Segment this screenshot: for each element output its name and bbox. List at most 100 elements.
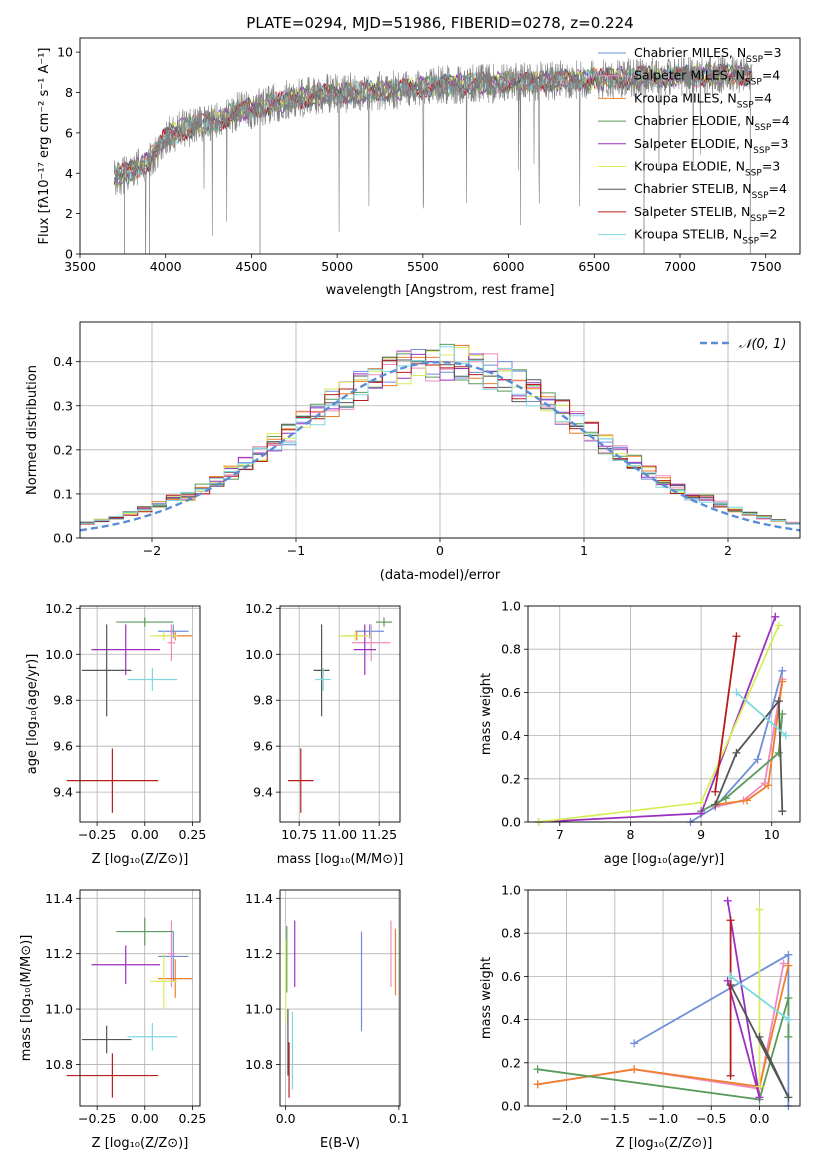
- y-tick-label: 9.4: [53, 785, 73, 800]
- legend-tail: =4: [754, 90, 772, 105]
- legend-entry: Chabrier STELIB, NSSP=4: [634, 181, 787, 201]
- y-tick-label: 0.0: [501, 1099, 521, 1114]
- legend-tail: =4: [771, 113, 789, 128]
- x-tick-label: 1: [580, 543, 588, 558]
- mass-weight-line-chabrier-miles: [690, 670, 784, 823]
- errorbar-kroupa-stelib: [315, 668, 332, 692]
- legend-sub: SSP: [745, 78, 762, 88]
- legend-label: Chabrier STELIB, N: [634, 181, 752, 196]
- axes-frame: [79, 605, 201, 823]
- mass-weight-line-salpeter-miles: [714, 679, 784, 808]
- x-axis-label: Z [log₁₀(Z/Z⊙)]: [616, 1136, 713, 1151]
- y-tick-label: 9.6: [53, 739, 73, 754]
- plot-area: [288, 617, 392, 813]
- x-tick-label: −1.0: [648, 1111, 678, 1126]
- chart-title: PLATE=0294, MJD=51986, FIBERID=0278, z=0…: [246, 14, 633, 32]
- mass-weight-line-salpeter-elodie: [538, 616, 777, 823]
- y-tick-label: 11.4: [245, 891, 273, 906]
- mass-weight-marker: [732, 688, 741, 697]
- age-vs-Z-panel: −0.25 0.00 0.25 9.4 9.6 9.8 10.0 10.2 Z [log₁₀(Z…: [25, 601, 206, 867]
- legend-sub: SSP: [754, 123, 771, 133]
- y-tick-label: 9.8: [53, 693, 73, 708]
- mass-weight-vs-age-panel: 7 8 9 10 0.0 0.2 0.4 0.6 0.8 1.0 age [log₁₀(age/yr…: [479, 599, 801, 867]
- legend-tail: =4: [762, 68, 780, 83]
- y-axis-label: age [log₁₀(age/yr)]: [25, 654, 40, 775]
- mass-vs-EBV-panel: 0.0 0.1 10.8 11.0 11.2 11.4 E(B-V): [245, 889, 409, 1151]
- residual-histogram-salpeter-stelib: [80, 359, 800, 525]
- y-tick-label: 0.4: [53, 354, 73, 369]
- errorbar-salpeter-stelib: [288, 748, 314, 813]
- x-tick-label: 9: [697, 827, 705, 842]
- y-tick-label: 0.2: [53, 442, 73, 457]
- mass-weight-marker: [755, 1082, 764, 1091]
- spectrum-lines: [113, 55, 753, 254]
- legend-entry: Kroupa MILES, NSSP=4: [634, 90, 772, 110]
- spectrum-panel: PLATE=0294, MJD=51986, FIBERID=0278, z=0…: [37, 14, 801, 298]
- x-tick-label: 7000: [664, 259, 696, 274]
- legend-label: Salpeter MILES, N: [634, 68, 745, 83]
- legend-tail: =2: [767, 204, 785, 219]
- legend-sub: SSP: [750, 214, 767, 224]
- y-tick-label: 9.4: [253, 785, 273, 800]
- mass-weight-marker: [771, 612, 780, 621]
- mass-weight-marker: [784, 961, 793, 970]
- mass-weight-lines: [533, 896, 793, 1110]
- y-tick-label: 10.8: [45, 1057, 73, 1072]
- legend-label: Salpeter STELIB, N: [634, 204, 750, 219]
- x-tick-label: 5500: [407, 259, 439, 274]
- x-axis-label: mass [log₁₀(M/M⊙)]: [277, 852, 404, 867]
- errorbar-chabrier-elodie: [116, 917, 174, 946]
- mass-weight-marker: [630, 1065, 639, 1074]
- errorbar-chabrier-miles: [158, 931, 189, 982]
- y-tick-label: 11.4: [45, 891, 73, 906]
- y-tick-label: 0.1: [53, 486, 73, 501]
- mass-weight-marker: [774, 748, 783, 757]
- errorbar-chabrier-elodie: [376, 617, 392, 627]
- residual-histogram-kroupa-stelib: [80, 346, 800, 525]
- y-tick-label: 10.8: [245, 1057, 273, 1072]
- plot-area: [533, 896, 793, 1110]
- x-axis-label: wavelength [Angstrom, rest frame]: [326, 283, 555, 298]
- legend-entry: Salpeter ELODIE, NSSP=3: [634, 136, 788, 156]
- x-axis-label: Z [log₁₀(Z/Z⊙)]: [92, 852, 189, 867]
- y-tick-label: 10.0: [245, 647, 273, 662]
- legend-label-normal: 𝒩(0, 1): [739, 337, 786, 352]
- y-axis-label: mass [log₁₀(M/M⊙)]: [19, 935, 34, 1062]
- x-tick-label: −0.25: [78, 1111, 116, 1126]
- mass-weight-marker: [697, 798, 706, 807]
- mass-weight-marker: [753, 755, 762, 764]
- mass-weight-marker: [711, 787, 720, 796]
- axes-frame: [279, 605, 401, 823]
- x-tick-label: 0.1: [389, 1111, 409, 1126]
- normal-curve: [80, 360, 800, 532]
- x-axis-label: age [log₁₀(age/yr)]: [604, 852, 725, 867]
- errorbar-salpeter-elodie: [91, 624, 160, 675]
- mass-weight-marker: [784, 1015, 793, 1024]
- errorbar-kroupa-elodie: [339, 631, 372, 641]
- errorbar-salpeter-stelib: [66, 748, 159, 813]
- x-tick-label: −2: [143, 543, 161, 558]
- mass-weight-line-chabrier-stelib: [714, 698, 784, 812]
- x-tick-label: 2: [724, 543, 732, 558]
- errorbar-salpeter-miles: [167, 624, 176, 662]
- plot-area: [534, 612, 790, 826]
- y-axis-label: mass weight: [479, 957, 494, 1039]
- mass-weight-marker: [755, 1093, 764, 1102]
- plot-area: [66, 917, 193, 1098]
- errorbar-salpeter-stelib: [66, 1053, 159, 1098]
- errorbar-kroupa-elodie: [150, 953, 178, 1010]
- mass-weight-marker: [533, 1065, 542, 1074]
- errorbar-chabrier-stelib: [313, 624, 330, 717]
- mass-weight-line-salpeter-elodie: [726, 900, 761, 1098]
- x-tick-label: 4500: [236, 259, 268, 274]
- legend-tail: =3: [770, 136, 788, 151]
- legend-label: Chabrier ELODIE, N: [634, 113, 754, 128]
- mass-weight-line-kroupa-stelib: [735, 691, 787, 737]
- y-tick-label: 1.0: [501, 599, 521, 614]
- x-tick-label: −0.5: [696, 1111, 726, 1126]
- errorbar-chabrier-stelib: [81, 624, 132, 717]
- errorbar-kroupa-stelib: [127, 668, 178, 692]
- legend-sub: SSP: [752, 191, 769, 201]
- errorbar-salpeter-miles: [352, 624, 391, 662]
